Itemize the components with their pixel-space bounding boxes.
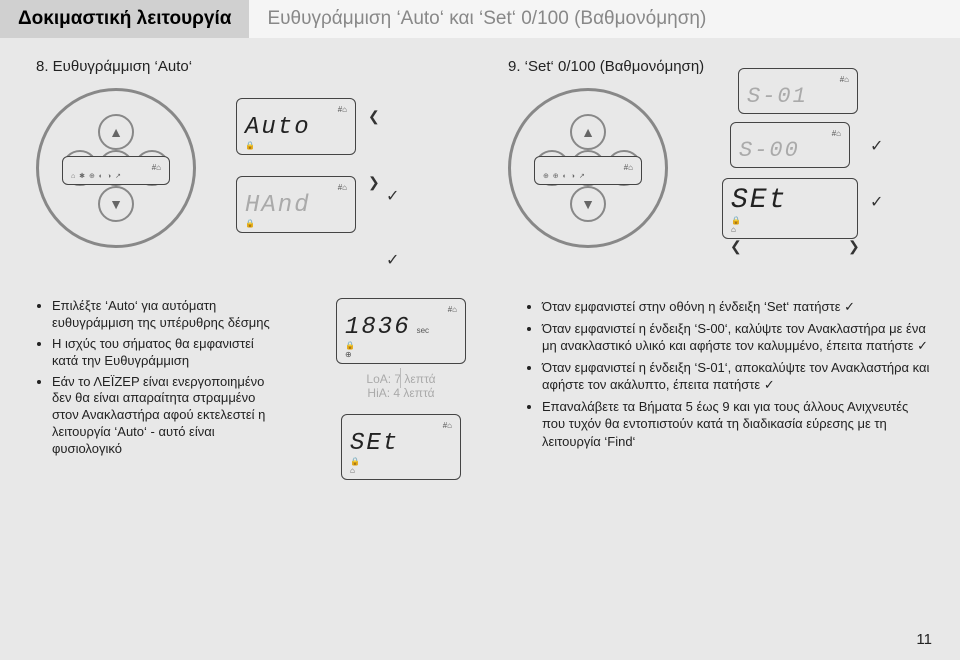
- page-header: Δοκιμαστική λειτουργία Ευθυγράμμιση ‘Aut…: [0, 0, 960, 38]
- lcd-s00: #⌂ S-00: [730, 122, 850, 168]
- header-title: Ευθυγράμμιση ‘Auto‘ και ‘Set‘ 0/100 (Βαθ…: [249, 0, 724, 38]
- status-icon: 🔒: [245, 141, 347, 150]
- arrow-down-icon: ❯: [368, 174, 380, 191]
- status-icon: 🔒⌂: [731, 216, 849, 234]
- arrow-left-icon: ❮: [730, 238, 742, 255]
- left-bullets: Επιλέξτε ‘Auto‘ για αυτόματη ευθυγράμμισ…: [36, 298, 276, 480]
- lcd-right-small: #⌂ ⊕ ⊕ ◐ ◑ ↗: [534, 156, 642, 185]
- bullet-right-2: Όταν εμφανιστεί η ένδειξη ‘S-00‘, καλύψτ…: [542, 320, 930, 355]
- lcd-hand: #⌂ HAnd 🔒: [236, 176, 356, 233]
- lcd-left-small: #⌂ ⌂ ✱ ⊕ ◐ ◑ ↗: [62, 156, 170, 185]
- lcd-s00-text: S-00: [739, 138, 841, 163]
- lcd-hash-icon: #⌂: [747, 75, 849, 84]
- dpad-up[interactable]: ▲: [570, 114, 606, 150]
- section-9-title: 9. ‘Set‘ 0/100 (Βαθμονόμηση): [508, 58, 930, 75]
- header-tab: Δοκιμαστική λειτουργία: [0, 0, 249, 38]
- lcd-set-small: #⌂ SEt 🔒⌂: [341, 414, 461, 480]
- lcd-hash-icon: #⌂: [543, 163, 633, 172]
- page-number: 11: [916, 631, 932, 648]
- connector-line: [400, 368, 401, 388]
- section-8-title: 8. Ευθυγράμμιση ‘Auto‘: [36, 58, 458, 75]
- middle-lcds: #⌂ 1836 sec 🔒⊕ LoA: 7 λεπτά HiA: 4 λεπτά…: [306, 298, 496, 480]
- tick-icon: ✓: [386, 250, 399, 270]
- dpad-down[interactable]: ▼: [98, 186, 134, 222]
- status-icon: 🔒⌂: [350, 457, 452, 475]
- bullet-right-4: Επαναλάβετε τα Βήματα 5 έως 9 και για το…: [542, 398, 930, 451]
- lcd-hand-text: HAnd: [245, 192, 347, 219]
- bullet-left-1: Επιλέξτε ‘Auto‘ για αυτόματη ευθυγράμμισ…: [52, 298, 276, 332]
- dpad-up[interactable]: ▲: [98, 114, 134, 150]
- arrow-up-icon: ❮: [368, 108, 380, 125]
- arrow-right-icon: ❯: [848, 238, 860, 255]
- lcd-set-small-text: SEt: [350, 430, 452, 457]
- lcd-s01: #⌂ S-01: [738, 68, 858, 114]
- lcd-auto-text: Auto: [245, 114, 347, 141]
- lcd-s01-text: S-01: [747, 84, 849, 109]
- bullet-right-3: Όταν εμφανιστεί η ένδειξη ‘S-01‘, αποκαλ…: [542, 359, 930, 394]
- lcd-hash-icon: #⌂: [71, 163, 161, 172]
- lcd-sec-label: sec: [417, 326, 429, 335]
- lcd-icons-row: ⊕ ⊕ ◐ ◑ ↗: [543, 172, 633, 180]
- status-icon: 🔒: [245, 219, 347, 228]
- section-9: 9. ‘Set‘ 0/100 (Βαθμονόμηση) ▲ ▼ ◀ ▶ ✓ #…: [508, 58, 930, 268]
- dpad-down[interactable]: ▼: [570, 186, 606, 222]
- diagram-row: 8. Ευθυγράμμιση ‘Auto‘ ▲ ▼ ◀ ▶ ✓ #⌂ Auto…: [36, 58, 930, 268]
- bullet-right-1: Όταν εμφανιστεί στην οθόνη η ένδειξη ‘Se…: [542, 298, 930, 316]
- lcd-auto: #⌂ Auto 🔒: [236, 98, 356, 155]
- lcd-hash-icon: #⌂: [345, 305, 457, 314]
- lcd-1836: #⌂ 1836 sec 🔒⊕: [336, 298, 466, 364]
- right-bullets: Όταν εμφανιστεί στην οθόνη η ένδειξη ‘Se…: [526, 298, 930, 480]
- tick-icon: ✓: [870, 136, 883, 156]
- lcd-set: SEt 🔒⌂: [722, 178, 858, 239]
- loa-label: LoA: 7 λεπτά: [306, 372, 496, 386]
- bullet-left-2: Η ισχύς του σήματος θα εμφανιστεί κατά τ…: [52, 336, 276, 370]
- lcd-hash-icon: #⌂: [245, 183, 347, 192]
- section-8: 8. Ευθυγράμμιση ‘Auto‘ ▲ ▼ ◀ ▶ ✓ #⌂ Auto…: [36, 58, 458, 268]
- lcd-hash-icon: #⌂: [739, 129, 841, 138]
- explanation-row: Επιλέξτε ‘Auto‘ για αυτόματη ευθυγράμμισ…: [36, 298, 930, 480]
- content: 8. Ευθυγράμμιση ‘Auto‘ ▲ ▼ ◀ ▶ ✓ #⌂ Auto…: [0, 38, 960, 490]
- hia-label: HiA: 4 λεπτά: [306, 386, 496, 400]
- lcd-hash-icon: #⌂: [245, 105, 347, 114]
- lcd-hash-icon: #⌂: [350, 421, 452, 430]
- bullet-left-3: Εάν το ΛΕΪΖΕΡ είναι ενεργοποιημένο δεν θ…: [52, 374, 276, 458]
- lcd-1836-text: 1836: [345, 314, 411, 341]
- status-icon: 🔒⊕: [345, 341, 457, 359]
- lcd-set-text: SEt: [731, 185, 849, 216]
- tick-icon: ✓: [870, 192, 883, 212]
- tick-icon: ✓: [386, 186, 399, 206]
- lcd-icons-row: ⌂ ✱ ⊕ ◐ ◑ ↗: [71, 172, 161, 180]
